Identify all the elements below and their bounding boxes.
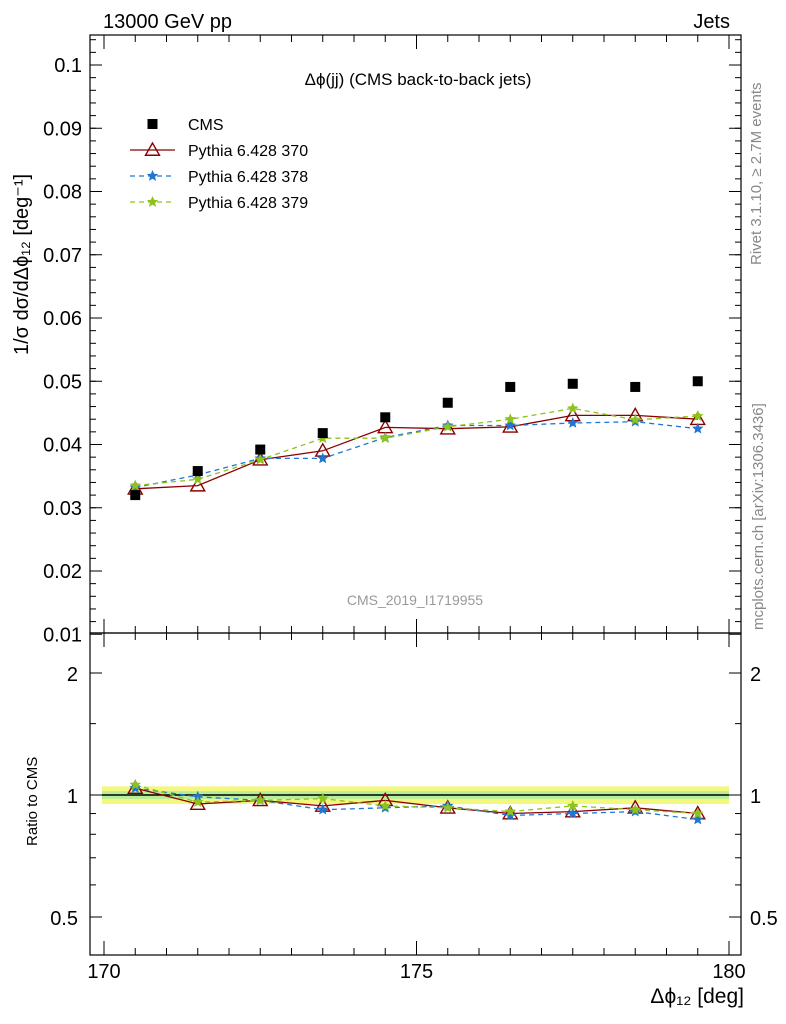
y-axis-label-text: 1/σ dσ/dΔϕ₁₂ [deg⁻¹] <box>11 174 33 355</box>
point-pythia-6-428-379 <box>379 432 391 443</box>
x-tick-label: 180 <box>712 961 745 983</box>
point-pythia-6-428-378 <box>692 422 704 434</box>
point-pythia-6-428-379 <box>567 799 579 811</box>
legend-marker-pythia-6-428-379 <box>146 196 159 207</box>
series-line-pythia-6-428-378 <box>135 787 698 821</box>
series-line-pythia-6-428-370 <box>135 787 698 815</box>
point-cms <box>255 444 266 455</box>
point-cms <box>380 412 391 423</box>
x-tick-label: 175 <box>400 961 433 983</box>
legend-label: CMS <box>188 117 224 134</box>
ratio-tick-label: 0.5 <box>50 908 78 930</box>
ratio-tick-label-right: 1 <box>750 786 761 808</box>
point-pythia-6-428-378 <box>129 782 141 793</box>
point-pythia-6-428-378 <box>567 807 579 819</box>
point-pythia-6-428-379 <box>629 803 641 815</box>
ratio-tick-label: 1 <box>67 786 78 808</box>
x-axis-label: Δϕ₁₂ [deg] <box>650 985 744 1008</box>
point-cms <box>692 376 703 387</box>
legend-label: Pythia 6.428 370 <box>188 143 308 160</box>
point-pythia-6-428-379 <box>629 413 641 425</box>
point-pythia-6-428-379 <box>317 792 329 804</box>
point-pythia-6-428-379 <box>504 413 516 425</box>
mcplots-note: mcplots.cern.ch [arXiv:1306.3436] <box>750 403 767 630</box>
y-tick-label: 0.1 <box>54 55 82 77</box>
point-pythia-6-428-370 <box>564 803 581 818</box>
point-pythia-6-428-379 <box>442 420 454 432</box>
point-pythia-6-428-370 <box>189 795 206 810</box>
point-cms <box>567 378 578 389</box>
series-line-pythia-6-428-379 <box>135 407 698 487</box>
point-pythia-6-428-378 <box>317 452 329 464</box>
point-pythia-6-428-379 <box>567 402 579 414</box>
legend-label: Pythia 6.428 379 <box>188 195 308 212</box>
y-axis-label: 1/σ dσ/dΔϕ₁₂ [deg⁻¹] <box>11 174 33 355</box>
point-pythia-6-428-378 <box>567 417 579 428</box>
ratio-tick-label-right: 2 <box>750 664 761 686</box>
point-pythia-6-428-379 <box>442 801 454 813</box>
point-pythia-6-428-379 <box>192 796 204 807</box>
series-line-pythia-6-428-370 <box>135 414 698 490</box>
legend-label: Pythia 6.428 378 <box>188 169 308 186</box>
legend: CMS Pythia 6.428 370 Pythia 6.428 378 Pythi… <box>130 117 308 212</box>
series-line-pythia-6-428-378 <box>135 421 698 489</box>
legend-marker-pythia-6-428-378 <box>146 170 159 181</box>
point-cms <box>505 381 516 392</box>
y-tick-label: 0.06 <box>43 308 82 330</box>
y-tick-label: 0.02 <box>43 561 82 583</box>
ratio-tick-label: 2 <box>67 664 78 686</box>
point-cms <box>192 466 203 477</box>
point-pythia-6-428-370 <box>502 805 519 820</box>
header-right: Jets <box>693 11 730 33</box>
point-pythia-6-428-379 <box>192 473 204 485</box>
rivet-note: Rivet 3.1.10, ≥ 2.7M events <box>748 83 765 266</box>
chart-watermark: CMS_2019_I1719955 <box>347 592 483 608</box>
point-cms <box>442 397 453 408</box>
point-pythia-6-428-379 <box>129 778 141 790</box>
point-pythia-6-428-379 <box>129 479 141 491</box>
point-pythia-6-428-379 <box>504 805 516 817</box>
point-cms <box>130 490 141 501</box>
point-pythia-6-428-379 <box>379 799 391 811</box>
y-tick-label: 0.08 <box>43 182 82 204</box>
legend-marker-pythia-6-428-370 <box>144 141 161 156</box>
point-pythia-6-428-378 <box>317 803 329 815</box>
point-cms <box>630 381 641 392</box>
main-panel: 0.010.020.030.040.050.060.070.080.090.1 … <box>43 34 742 646</box>
series-line-pythia-6-428-379 <box>135 784 698 815</box>
y-tick-label: 0.07 <box>43 245 82 267</box>
point-pythia-6-428-379 <box>692 807 704 819</box>
point-pythia-6-428-378 <box>504 419 516 431</box>
point-pythia-6-428-378 <box>192 790 204 802</box>
point-pythia-6-428-378 <box>692 813 704 825</box>
ratio-tick-label-right: 0.5 <box>750 908 778 930</box>
x-tick-label: 170 <box>87 961 120 983</box>
point-cms <box>317 428 328 439</box>
point-pythia-6-428-379 <box>254 794 266 806</box>
ratio-panel: 0.5 0.5 1 1 2 2 Ratio to CMS <box>24 632 778 956</box>
header-left: 13000 GeV pp <box>103 11 232 33</box>
ratio-frame <box>89 632 742 956</box>
legend-marker-cms <box>147 119 158 129</box>
y-tick-label: 0.01 <box>43 624 82 646</box>
y-tick-label: 0.04 <box>43 435 82 457</box>
point-pythia-6-428-378 <box>504 809 516 821</box>
chart-title: Δϕ(jj) (CMS back-to-back jets) <box>305 70 532 89</box>
point-pythia-6-428-379 <box>692 410 704 421</box>
y-tick-label: 0.03 <box>43 498 82 520</box>
y-tick-label: 0.09 <box>43 118 82 140</box>
point-pythia-6-428-379 <box>254 453 266 465</box>
point-pythia-6-428-370 <box>189 477 206 492</box>
ratio-y-label: Ratio to CMS <box>24 757 41 846</box>
y-tick-label: 0.05 <box>43 371 82 393</box>
